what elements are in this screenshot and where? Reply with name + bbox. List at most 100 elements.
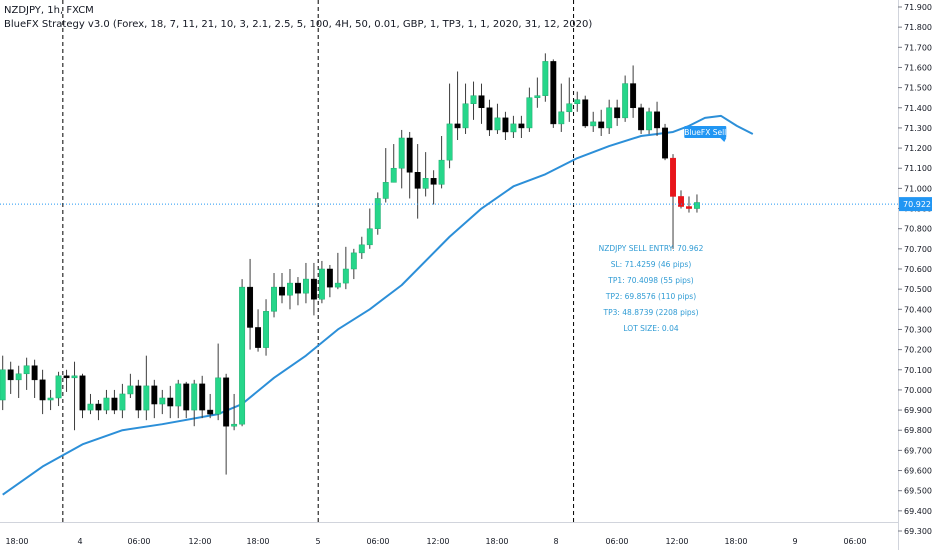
candle-body xyxy=(574,99,581,104)
candle-body xyxy=(478,95,485,109)
candle-body xyxy=(438,159,445,185)
plot-layer xyxy=(0,0,754,522)
candle-body xyxy=(295,282,301,294)
candle-body xyxy=(95,403,102,411)
candle-body xyxy=(502,117,509,133)
y-tick-label: 70.200 xyxy=(904,346,932,355)
trade-info-line: NZDJPY SELL ENTRY: 70.962 xyxy=(599,244,704,253)
candle-body xyxy=(390,167,397,183)
candle-body xyxy=(470,95,477,104)
y-tick-label: 69.300 xyxy=(904,527,932,536)
candle-body xyxy=(678,196,684,207)
candle-body xyxy=(558,111,565,125)
candle-body xyxy=(191,383,198,411)
current-price-badge xyxy=(899,197,932,212)
x-tick-label: 06:00 xyxy=(366,537,389,546)
candle-body xyxy=(486,107,493,131)
candle-body xyxy=(143,385,150,411)
candle-body xyxy=(175,383,182,407)
y-tick-label: 69.900 xyxy=(904,406,932,415)
x-tick-label: 06:00 xyxy=(605,537,628,546)
candle-body xyxy=(430,178,437,185)
candle-body xyxy=(334,282,341,288)
candle-body xyxy=(287,282,293,296)
y-tick-label: 71.700 xyxy=(904,43,932,52)
candle-body xyxy=(662,127,668,159)
candle-body xyxy=(638,107,645,131)
candle-body xyxy=(598,121,605,129)
candle-body xyxy=(358,244,365,254)
candle-body xyxy=(239,286,246,425)
candle-body xyxy=(47,397,54,401)
candle-body xyxy=(550,61,557,125)
candle-body xyxy=(119,393,126,411)
x-tick-label: 06:00 xyxy=(843,537,866,546)
candle-body xyxy=(159,397,166,405)
candle-body xyxy=(454,123,461,129)
candle-body xyxy=(350,252,357,270)
trade-info-line: SL: 71.4259 (46 pips) xyxy=(611,260,692,269)
candle-body xyxy=(582,99,589,127)
candle-body xyxy=(342,268,349,284)
candle-body xyxy=(374,198,381,229)
indicator-settings: BlueFX Strategy v3.0 (Forex, 18, 7, 11, … xyxy=(4,19,593,30)
candle-body xyxy=(23,365,30,375)
y-tick-label: 71.800 xyxy=(904,23,932,32)
candle-body xyxy=(494,117,501,131)
x-tick-label: 8 xyxy=(553,537,558,546)
candle-body xyxy=(366,228,373,246)
candle-body xyxy=(167,397,174,407)
y-tick-label: 71.900 xyxy=(904,3,932,12)
x-tick-label: 12:00 xyxy=(426,537,449,546)
x-tick-label: 18:00 xyxy=(246,537,269,546)
x-tick-label: 18:00 xyxy=(5,537,28,546)
candle-body xyxy=(302,278,309,294)
candle-body xyxy=(326,268,333,288)
symbol-title: NZDJPY, 1h, FXCM xyxy=(4,5,94,16)
candle-body xyxy=(422,178,429,189)
candle-body xyxy=(414,172,421,189)
x-tick-label: 5 xyxy=(315,537,320,546)
candle-body xyxy=(0,369,6,401)
candle-body xyxy=(103,397,110,411)
candle-body xyxy=(247,286,254,328)
x-tick-label: 18:00 xyxy=(724,537,747,546)
candle-body xyxy=(207,409,214,415)
candle-body xyxy=(279,286,285,296)
candle-body xyxy=(71,375,78,379)
candle-body xyxy=(510,123,517,133)
y-tick-label: 69.400 xyxy=(904,507,932,516)
candle-body xyxy=(566,103,573,113)
y-tick-label: 70.000 xyxy=(904,386,932,395)
candle-body xyxy=(542,61,549,96)
trade-info-line: TP2: 69.8576 (110 pips) xyxy=(605,292,696,301)
x-tick-label: 9 xyxy=(792,537,797,546)
y-tick-label: 69.500 xyxy=(904,487,932,496)
candle-body xyxy=(694,202,700,209)
y-tick-label: 69.700 xyxy=(904,446,932,455)
candle-body xyxy=(630,83,637,109)
x-tick-label: 06:00 xyxy=(127,537,150,546)
candle-body xyxy=(462,103,469,129)
y-tick-label: 71.400 xyxy=(904,104,932,113)
y-tick-label: 70.600 xyxy=(904,265,932,274)
x-tick-label: 12:00 xyxy=(665,537,688,546)
candle-body xyxy=(686,206,692,209)
current-price-label: 70.922 xyxy=(903,200,931,209)
candle-body xyxy=(55,375,62,399)
candle-body xyxy=(526,97,533,129)
y-tick-label: 69.600 xyxy=(904,467,932,476)
y-tick-label: 70.500 xyxy=(904,285,932,294)
candle-body xyxy=(79,375,86,411)
y-tick-label: 70.800 xyxy=(904,225,932,234)
candle-body xyxy=(39,379,46,401)
trade-info-line: TP1: 70.4098 (55 pips) xyxy=(607,276,694,285)
candle-body xyxy=(382,182,389,199)
candle-body xyxy=(87,403,94,411)
candle-body xyxy=(318,268,325,300)
y-tick-label: 71.000 xyxy=(904,184,932,193)
candle-body xyxy=(263,311,269,348)
candle-body xyxy=(646,111,653,131)
